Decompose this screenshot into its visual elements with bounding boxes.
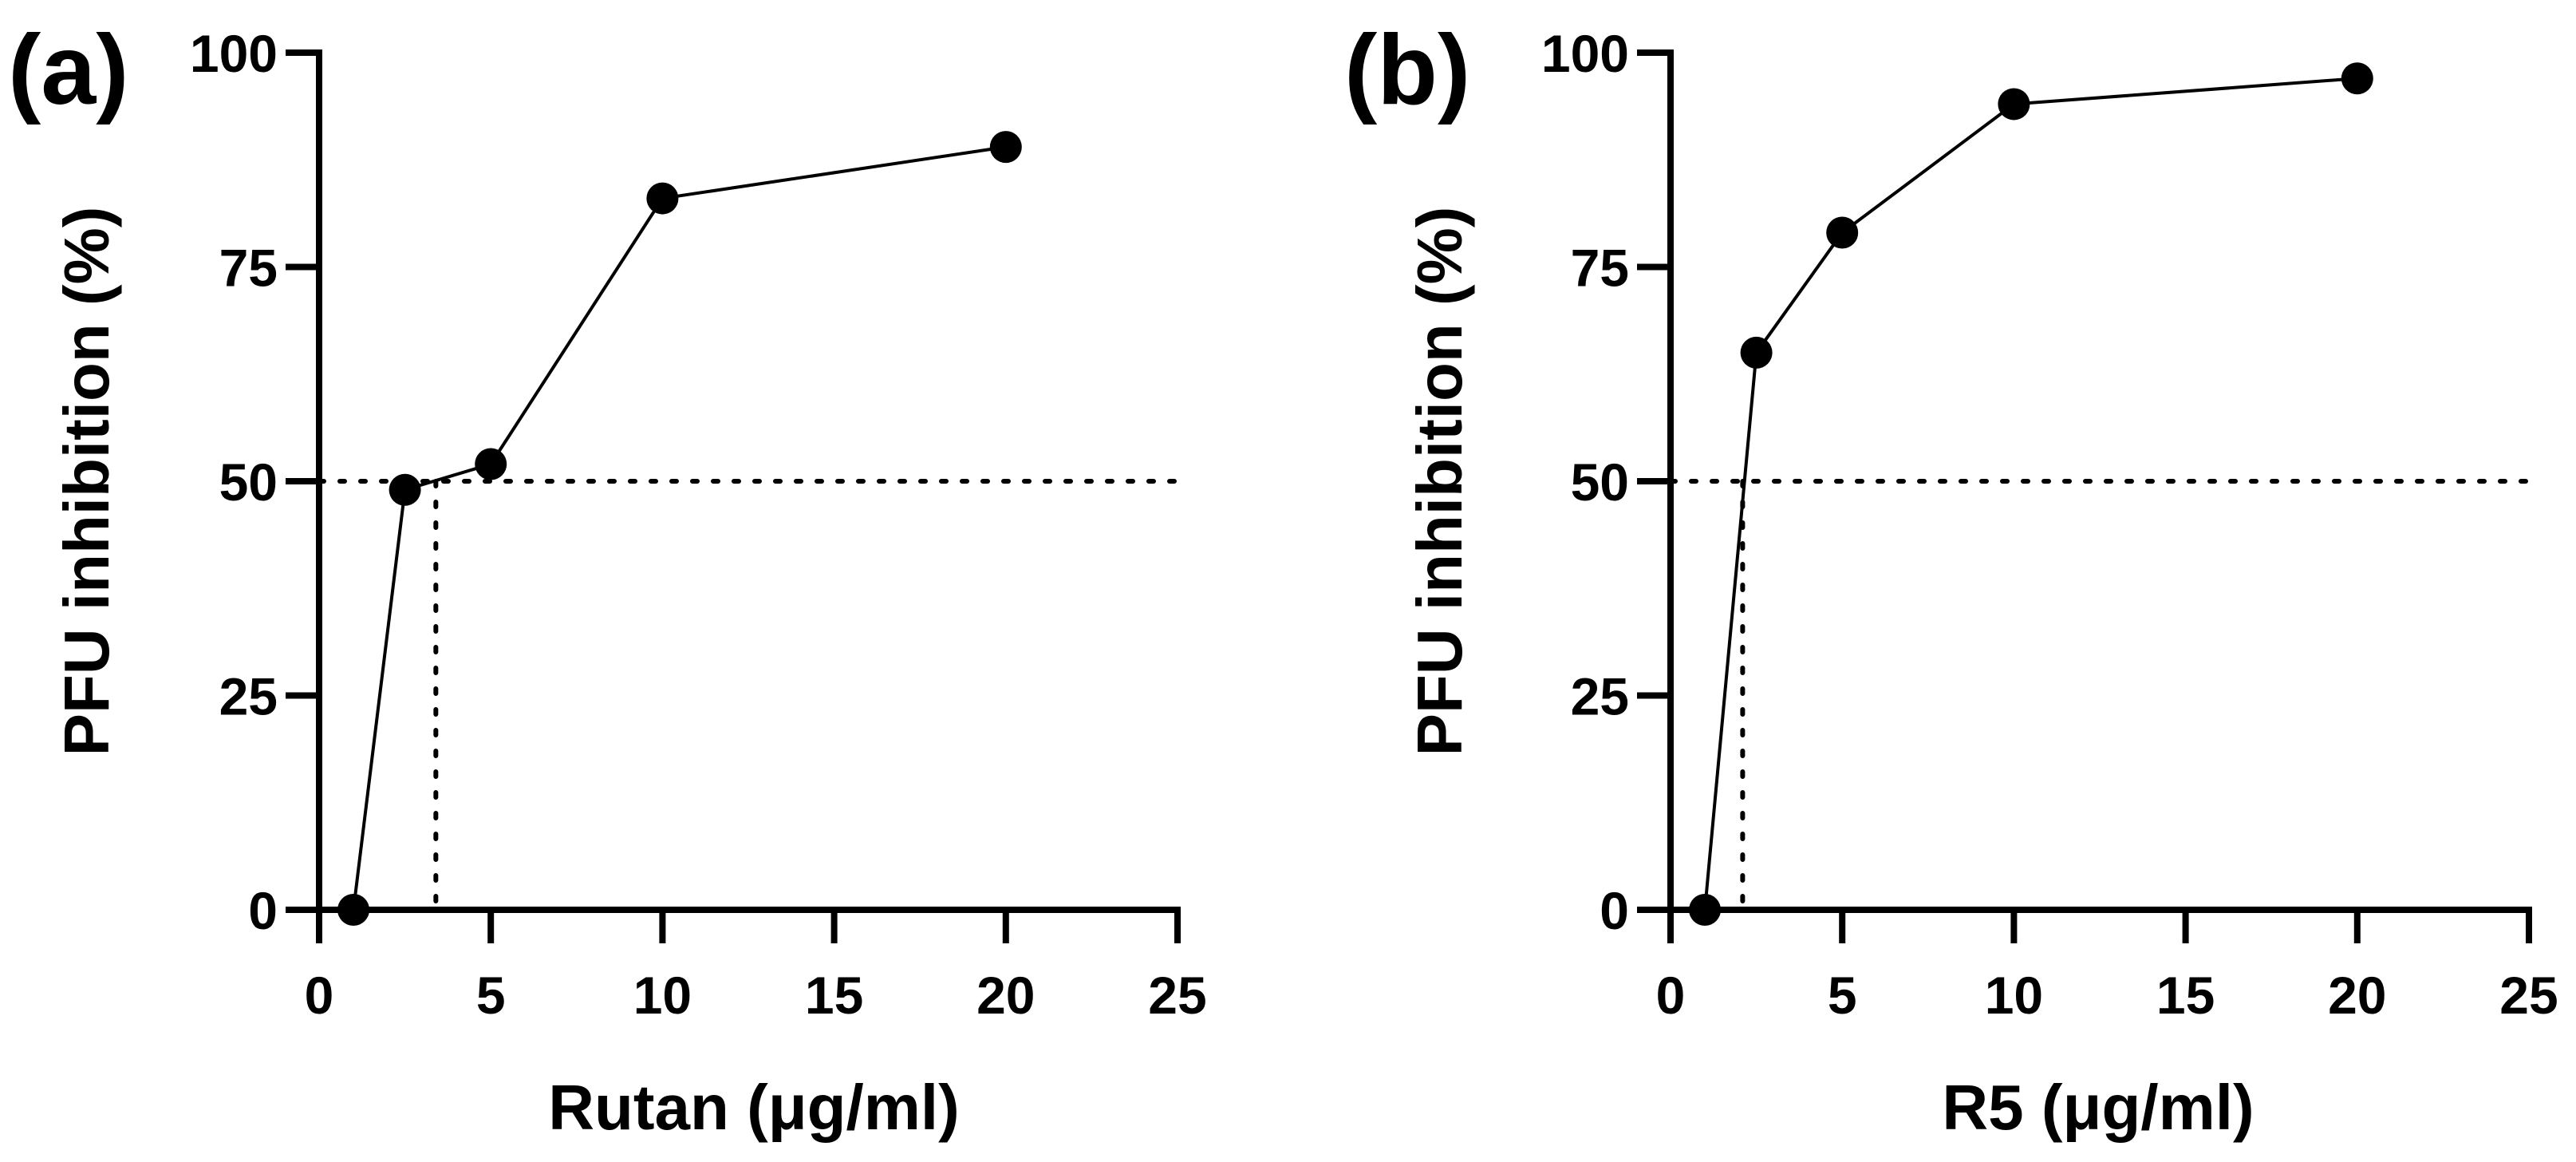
- y-tick-label: 0: [1600, 881, 1629, 940]
- x-axis-title: Rutan (μg/ml): [548, 1072, 960, 1143]
- x-tick-label: 5: [1828, 966, 1857, 1025]
- panel-label: (a): [8, 15, 129, 125]
- x-tick-label: 0: [305, 966, 334, 1025]
- x-tick-label: 20: [2328, 966, 2386, 1025]
- x-tick-label: 5: [476, 966, 506, 1025]
- x-tick-label: 10: [633, 966, 692, 1025]
- data-point: [646, 182, 679, 215]
- y-axis-title: PFU inhibition (%): [1404, 207, 1475, 757]
- y-tick-label: 25: [1571, 667, 1629, 726]
- data-point: [1689, 894, 1722, 926]
- chart-a: (a) 0 25 50 75 100 0 5 10 15 20 25 Rutan (μg/ml) PFU …: [8, 15, 1207, 1143]
- y-tick-label: 50: [1571, 453, 1629, 512]
- chart-b: (b) 0 25 50 75 100 0 5 10 15 20 25 R5 (μg/ml) PFU inh…: [1344, 15, 2558, 1143]
- x-axis-title: R5 (μg/ml): [1942, 1072, 2254, 1143]
- data-point: [989, 131, 1022, 164]
- series-line: [352, 145, 1007, 911]
- data-point: [389, 473, 421, 506]
- y-tick-label: 25: [219, 667, 278, 726]
- y-tick-label: 100: [1541, 24, 1629, 83]
- data-point: [475, 448, 507, 480]
- series-line: [1703, 77, 2357, 911]
- x-tick-label: 25: [1148, 966, 1206, 1025]
- data-point: [1998, 88, 2030, 121]
- data-point: [1740, 336, 1773, 369]
- x-tick-label: 10: [1985, 966, 2043, 1025]
- data-point: [1826, 216, 1859, 249]
- x-tick-label: 0: [1656, 966, 1686, 1025]
- y-tick-label: 50: [219, 453, 278, 512]
- y-tick-label: 75: [219, 239, 278, 298]
- y-tick-label: 100: [190, 24, 278, 83]
- x-tick-label: 25: [2499, 966, 2558, 1025]
- data-point: [2341, 62, 2373, 95]
- x-tick-label: 15: [2156, 966, 2215, 1025]
- x-tick-label: 15: [805, 966, 863, 1025]
- x-tick-label: 20: [976, 966, 1035, 1025]
- y-tick-label: 75: [1571, 239, 1629, 298]
- data-point: [337, 894, 370, 926]
- y-axis-title: PFU inhibition (%): [51, 207, 122, 757]
- y-tick-label: 0: [248, 881, 278, 940]
- panel-label: (b): [1344, 15, 1470, 125]
